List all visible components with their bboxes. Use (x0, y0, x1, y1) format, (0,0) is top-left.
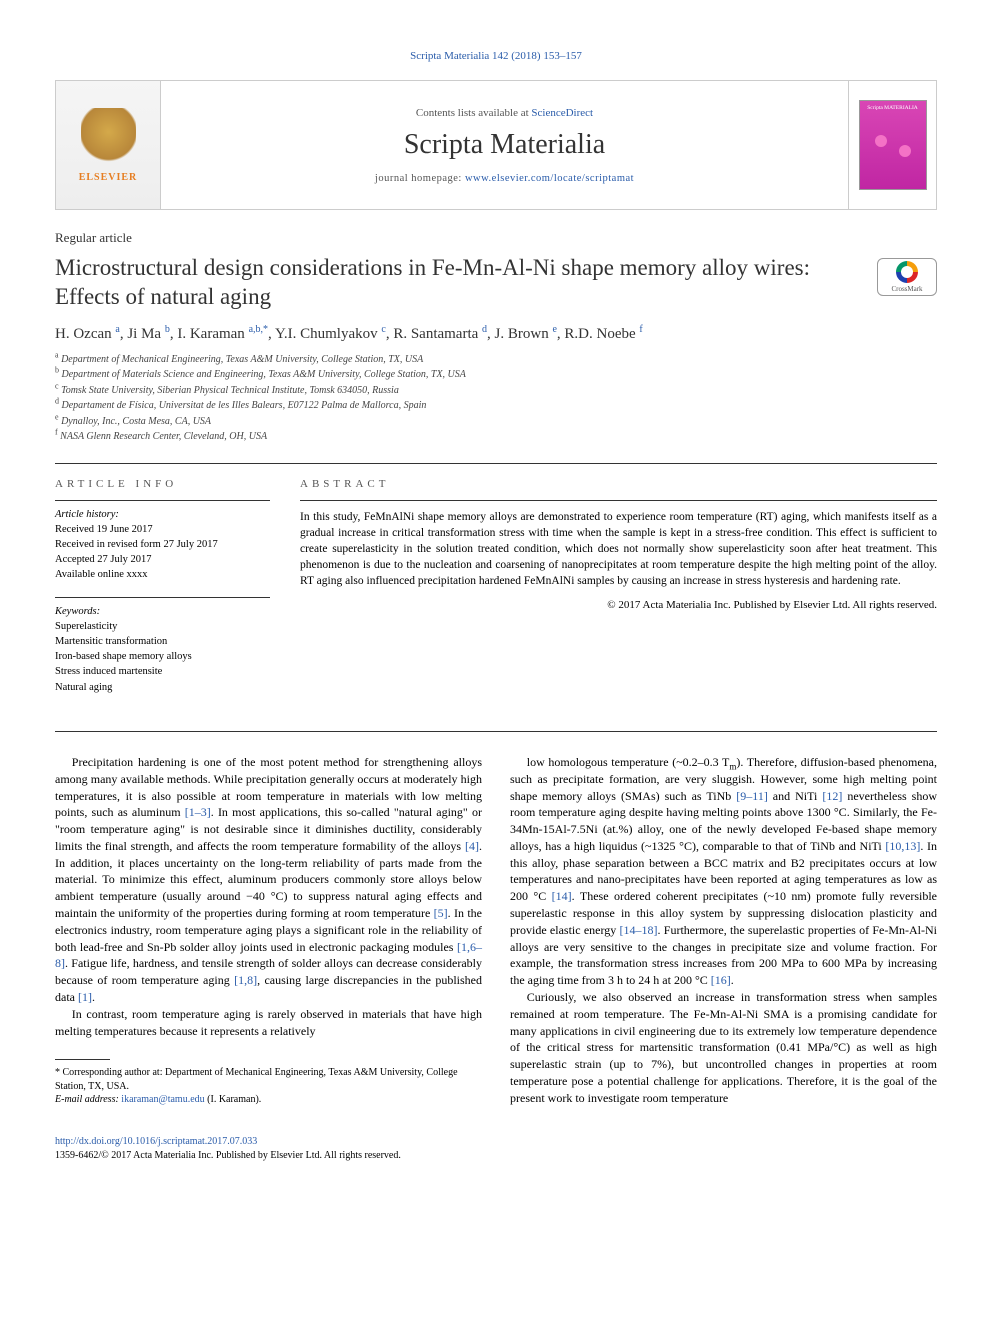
body-p3-h: . (731, 973, 734, 987)
crossmark-icon (896, 261, 918, 283)
keyword: Martensitic transformation (55, 636, 167, 647)
abstract-copyright: © 2017 Acta Materialia Inc. Published by… (300, 599, 937, 611)
keywords-label: Keywords: (55, 606, 100, 617)
article-title: Microstructural design considerations in… (55, 254, 857, 312)
ref-link-12[interactable]: [12] (822, 789, 842, 803)
affiliation-line: f NASA Glenn Research Center, Cleveland,… (55, 430, 937, 445)
homepage-link[interactable]: www.elsevier.com/locate/scriptamat (465, 173, 634, 184)
body-p3-a: low homologous temperature (~0.2–0.3 T (527, 755, 730, 769)
atoms-icon (873, 131, 913, 166)
ref-link-10-13[interactable]: [10,13] (885, 839, 920, 853)
affiliation-line: a Department of Mechanical Engineering, … (55, 353, 937, 368)
section-divider (55, 463, 937, 464)
body-p3-c: and NiTi (768, 789, 823, 803)
history-online: Available online xxxx (55, 569, 148, 580)
homepage-line: journal homepage: www.elsevier.com/locat… (181, 173, 828, 184)
history-received: Received 19 June 2017 (55, 524, 153, 535)
affiliation-line: e Dynalloy, Inc., Costa Mesa, CA, USA (55, 415, 937, 430)
ref-link-1-3[interactable]: [1–3] (185, 805, 211, 819)
homepage-prefix: journal homepage: (375, 173, 465, 184)
article-type: Regular article (55, 230, 937, 246)
elsevier-logo: ELSEVIER (56, 81, 161, 209)
affiliations: a Department of Mechanical Engineering, … (55, 353, 937, 445)
ref-link-16[interactable]: [16] (711, 973, 731, 987)
history-label: Article history: (55, 509, 119, 520)
issn-copyright: 1359-6462/© 2017 Acta Materialia Inc. Pu… (55, 1150, 401, 1161)
ref-link-14-18[interactable]: [14–18] (620, 923, 658, 937)
footnote-separator (55, 1059, 110, 1060)
author-list: H. Ozcan a, Ji Ma b, I. Karaman a,b,*, Y… (55, 326, 937, 343)
abstract-text: In this study, FeMnAlNi shape memory all… (300, 500, 937, 589)
elsevier-tree-icon (81, 108, 136, 168)
contents-prefix: Contents lists available at (416, 107, 531, 119)
ref-link-1-8[interactable]: [1,8] (234, 973, 257, 987)
article-history-block: Article history: Received 19 June 2017 R… (55, 500, 270, 583)
journal-cover: Scripta MATERIALIA (848, 81, 936, 209)
contents-available-line: Contents lists available at ScienceDirec… (181, 107, 828, 119)
cover-thumbnail: Scripta MATERIALIA (859, 100, 927, 190)
affiliation-line: b Department of Materials Science and En… (55, 368, 937, 383)
ref-link-5[interactable]: [5] (434, 906, 448, 920)
affiliation-line: d Departament de Física, Universitat de … (55, 399, 937, 414)
corresponding-footnote: * Corresponding author at: Department of… (55, 1066, 482, 1093)
journal-name: Scripta Materialia (181, 129, 828, 161)
abstract-col: ABSTRACT In this study, FeMnAlNi shape m… (300, 478, 937, 709)
banner-center: Contents lists available at ScienceDirec… (161, 97, 848, 194)
body-text: Precipitation hardening is one of the mo… (55, 754, 937, 1107)
keyword: Superelasticity (55, 621, 117, 632)
email-author: (I. Karaman). (207, 1094, 261, 1105)
crossmark-badge[interactable]: CrossMark (877, 258, 937, 296)
abstract-bottom-divider (55, 731, 937, 732)
journal-reference: Scripta Materialia 142 (2018) 153–157 (55, 50, 937, 62)
keyword: Stress induced martensite (55, 666, 162, 677)
journal-banner: ELSEVIER Contents lists available at Sci… (55, 80, 937, 210)
ref-link-14[interactable]: [14] (552, 889, 572, 903)
article-info-col: ARTICLE INFO Article history: Received 1… (55, 478, 270, 709)
body-p3: low homologous temperature (~0.2–0.3 Tm)… (510, 754, 937, 989)
page-footer: http://dx.doi.org/10.1016/j.scriptamat.2… (55, 1135, 937, 1163)
affiliation-line: c Tomsk State University, Siberian Physi… (55, 384, 937, 399)
history-accepted: Accepted 27 July 2017 (55, 554, 152, 565)
body-p2: In contrast, room temperature aging is r… (55, 1006, 482, 1040)
email-footnote: E-mail address: ikaraman@tamu.edu (I. Ka… (55, 1093, 482, 1107)
sciencedirect-link[interactable]: ScienceDirect (531, 107, 593, 119)
email-link[interactable]: ikaraman@tamu.edu (121, 1094, 204, 1105)
body-p1: Precipitation hardening is one of the mo… (55, 754, 482, 1006)
doi-link[interactable]: http://dx.doi.org/10.1016/j.scriptamat.2… (55, 1136, 257, 1147)
body-p4: Curiously, we also observed an increase … (510, 989, 937, 1107)
email-label: E-mail address: (55, 1094, 119, 1105)
body-p1-g: . (92, 990, 95, 1004)
elsevier-label: ELSEVIER (79, 172, 138, 183)
crossmark-label: CrossMark (891, 285, 922, 293)
ref-link-4[interactable]: [4] (465, 839, 479, 853)
keyword: Iron-based shape memory alloys (55, 651, 192, 662)
abstract-heading: ABSTRACT (300, 478, 937, 490)
ref-link-9-11[interactable]: [9–11] (736, 789, 768, 803)
keywords-block: Keywords: Superelasticity Martensitic tra… (55, 597, 270, 695)
history-revised: Received in revised form 27 July 2017 (55, 539, 218, 550)
keyword: Natural aging (55, 682, 112, 693)
ref-link-1[interactable]: [1] (78, 990, 92, 1004)
article-info-heading: ARTICLE INFO (55, 478, 270, 490)
cover-graphic (873, 111, 913, 185)
